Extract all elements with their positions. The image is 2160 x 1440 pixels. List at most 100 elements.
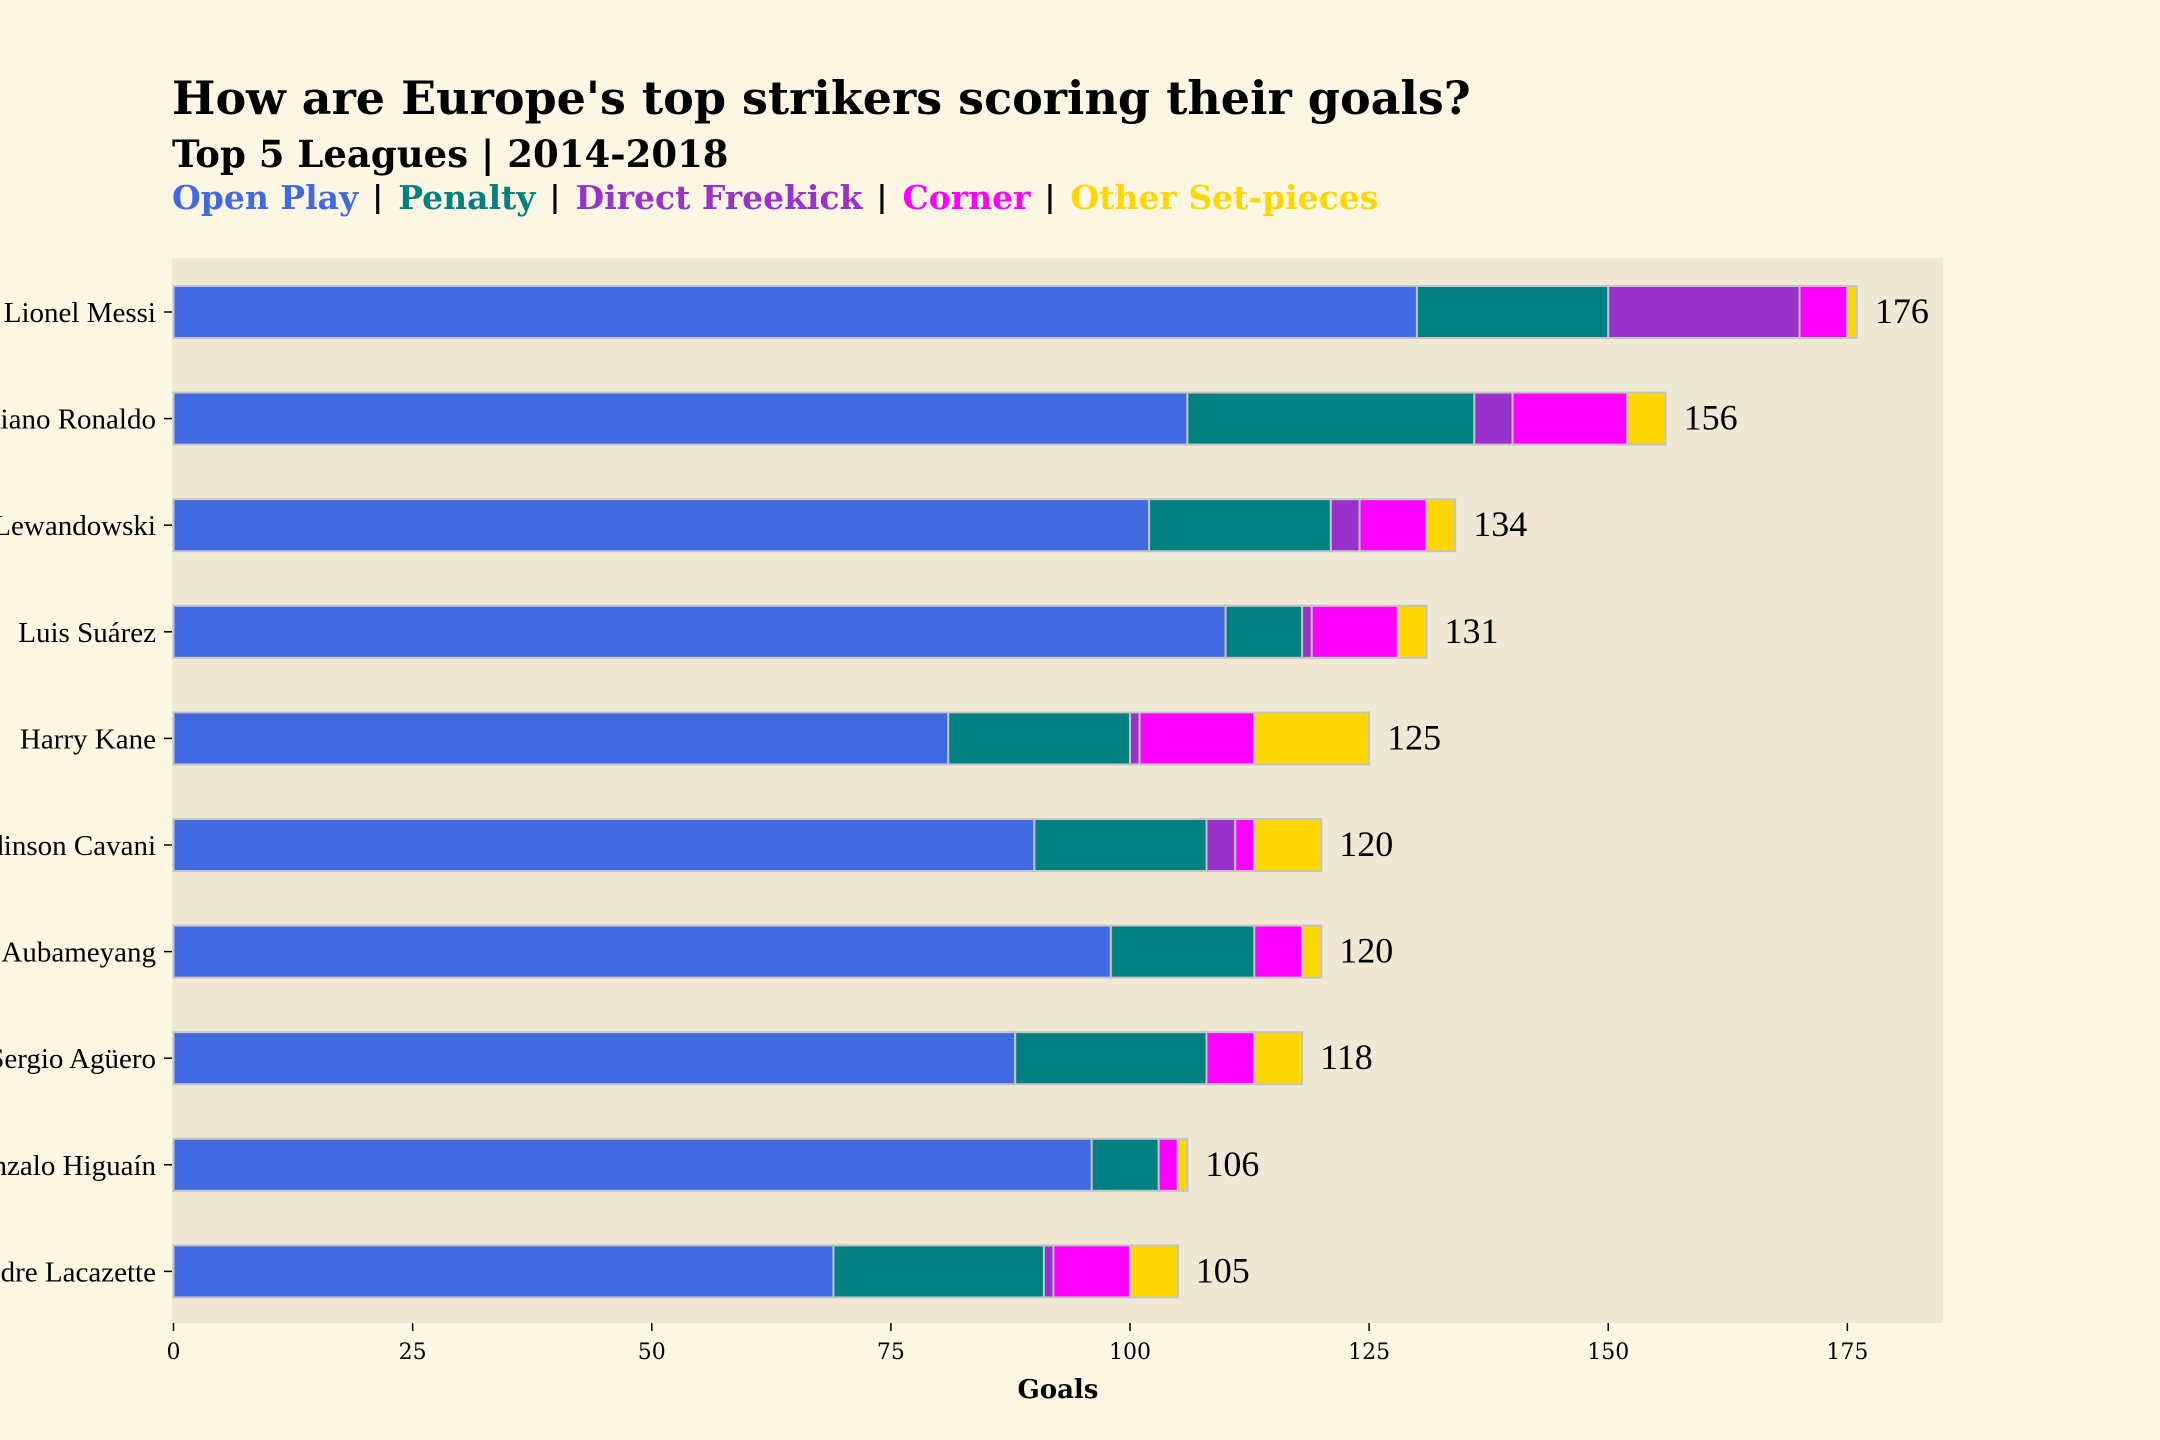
bar-segment-open-play: [172, 604, 1227, 659]
bar-total-label: 156: [1684, 398, 1738, 438]
bar-segment-penalty: [1033, 818, 1208, 872]
bar-segment-penalty: [947, 711, 1131, 766]
legend-entry-corner: Corner: [902, 178, 1031, 217]
bar-segment-other-set-pieces: [1253, 818, 1323, 872]
y-tick-label: Alexandre Lacazette: [0, 1256, 156, 1288]
bar-segment-penalty: [1186, 391, 1476, 446]
legend-separator: |: [372, 180, 383, 215]
bar-row: 105: [172, 1244, 1250, 1299]
bar-row: 106: [172, 1137, 1259, 1192]
legend-entry-penalty: Penalty: [398, 178, 536, 217]
chart-subtitle: Top 5 Leagues | 2014-2018: [172, 132, 729, 177]
bar-segment-corner: [1253, 924, 1304, 979]
x-tick-label: 75: [877, 1340, 905, 1365]
bar-segment-open-play: [172, 924, 1112, 979]
bar-segment-other-set-pieces: [1128, 1244, 1179, 1299]
chart-title: How are Europe's top strikers scoring th…: [172, 71, 1471, 125]
legend-separator: |: [876, 180, 887, 215]
bar-segment-corner: [1205, 1031, 1256, 1086]
bar-row: 120: [172, 924, 1393, 979]
y-tick-label: Cristiano Ronaldo: [0, 404, 156, 436]
bar-total-label: 120: [1339, 824, 1393, 864]
bar-segment-open-play: [172, 1137, 1093, 1192]
bar-segment-corner: [1310, 604, 1399, 659]
bar-segment-penalty: [832, 1244, 1045, 1299]
bar-segment-penalty: [1148, 498, 1332, 553]
bar-segment-open-play: [172, 1031, 1017, 1086]
bar-segment-direct-freekick: [1042, 1244, 1055, 1299]
legend-separator: |: [1044, 180, 1055, 215]
bar-segment-corner: [1234, 818, 1256, 872]
y-tick-label: Robert Lewandowski: [0, 510, 156, 542]
bars-group: 176 156 134 131 125 120 120 118 106 105: [172, 285, 1929, 1299]
bar-segment-other-set-pieces: [1626, 391, 1667, 446]
x-tick-label: 100: [1109, 1340, 1151, 1365]
x-axis-label: Goals: [1018, 1375, 1099, 1405]
bar-total-label: 176: [1875, 291, 1929, 331]
bar-row: 125: [172, 711, 1441, 766]
bar-segment-open-play: [172, 818, 1036, 872]
bar-segment-direct-freekick: [1607, 285, 1801, 339]
bar-segment-open-play: [172, 285, 1418, 339]
bar-row: 134: [172, 498, 1527, 553]
bar-row: 131: [172, 604, 1498, 659]
bar-segment-open-play: [172, 711, 950, 766]
y-tick-label: Luis Suárez: [18, 617, 156, 649]
bar-total-label: 106: [1205, 1144, 1259, 1184]
bar-segment-corner: [1052, 1244, 1131, 1299]
bar-segment-corner: [1157, 1137, 1179, 1192]
bar-segment-other-set-pieces: [1396, 604, 1428, 659]
y-tick-label: Edinson Cavani: [0, 830, 156, 862]
bar-segment-corner: [1138, 711, 1256, 766]
bar-segment-other-set-pieces: [1846, 285, 1858, 339]
bar-total-label: 134: [1473, 504, 1527, 544]
bar-total-label: 125: [1387, 717, 1441, 757]
bar-row: 156: [172, 391, 1738, 446]
y-tick-label: Pierre-Emerick Aubameyang: [0, 937, 156, 969]
x-tick-label: 0: [167, 1340, 181, 1365]
bar-segment-penalty: [1109, 924, 1256, 979]
legend-separator: |: [549, 180, 560, 215]
bar-row: 176: [172, 285, 1929, 339]
y-tick-label: Harry Kane: [20, 723, 156, 755]
bar-segment-penalty: [1224, 604, 1304, 659]
bar-total-label: 105: [1196, 1250, 1250, 1290]
legend-entry-open-play: Open Play: [172, 178, 359, 217]
bar-segment-direct-freekick: [1205, 818, 1237, 872]
legend-entry-direct-freekick: Direct Freekick: [575, 178, 863, 217]
legend-entry-other-set-pieces: Other Set-pieces: [1070, 178, 1378, 217]
bar-segment-direct-freekick: [1301, 604, 1313, 659]
bar-segment-other-set-pieces: [1176, 1137, 1189, 1192]
x-tick-label: 175: [1826, 1340, 1868, 1365]
bar-segment-other-set-pieces: [1425, 498, 1457, 553]
x-tick-label: 50: [638, 1340, 666, 1365]
bar-segment-direct-freekick: [1128, 711, 1141, 766]
x-tick-label: 25: [399, 1340, 427, 1365]
bar-segment-other-set-pieces: [1253, 711, 1371, 766]
bar-segment-open-play: [172, 498, 1151, 553]
bar-segment-open-play: [172, 1244, 835, 1299]
axes-group: Lionel Messi Cristiano Ronaldo Robert Lewa…: [0, 297, 1868, 1365]
bar-total-label: 120: [1339, 931, 1393, 971]
bar-segment-corner: [1798, 285, 1849, 339]
x-tick-label: 125: [1348, 1340, 1390, 1365]
y-tick-label: Sergio Agüero: [0, 1043, 156, 1075]
bar-segment-penalty: [1415, 285, 1610, 339]
bar-segment-corner: [1511, 391, 1629, 446]
bar-segment-direct-freekick: [1329, 498, 1361, 553]
bar-row: 118: [172, 1031, 1373, 1086]
bar-segment-other-set-pieces: [1253, 1031, 1304, 1086]
x-tick-label: 150: [1587, 1340, 1629, 1365]
bar-segment-direct-freekick: [1473, 391, 1514, 446]
bar-segment-penalty: [1014, 1031, 1208, 1086]
bar-segment-corner: [1358, 498, 1428, 553]
bar-segment-penalty: [1090, 1137, 1160, 1192]
bar-total-label: 118: [1320, 1037, 1373, 1077]
y-tick-label: Lionel Messi: [4, 297, 156, 329]
bar-row: 120: [172, 818, 1393, 872]
bar-total-label: 131: [1444, 611, 1498, 651]
legend: Open Play | Penalty | Direct Freekick | Corner…: [172, 178, 1378, 217]
bar-segment-open-play: [172, 391, 1189, 446]
y-tick-label: Gonzalo Higuaín: [0, 1150, 157, 1182]
